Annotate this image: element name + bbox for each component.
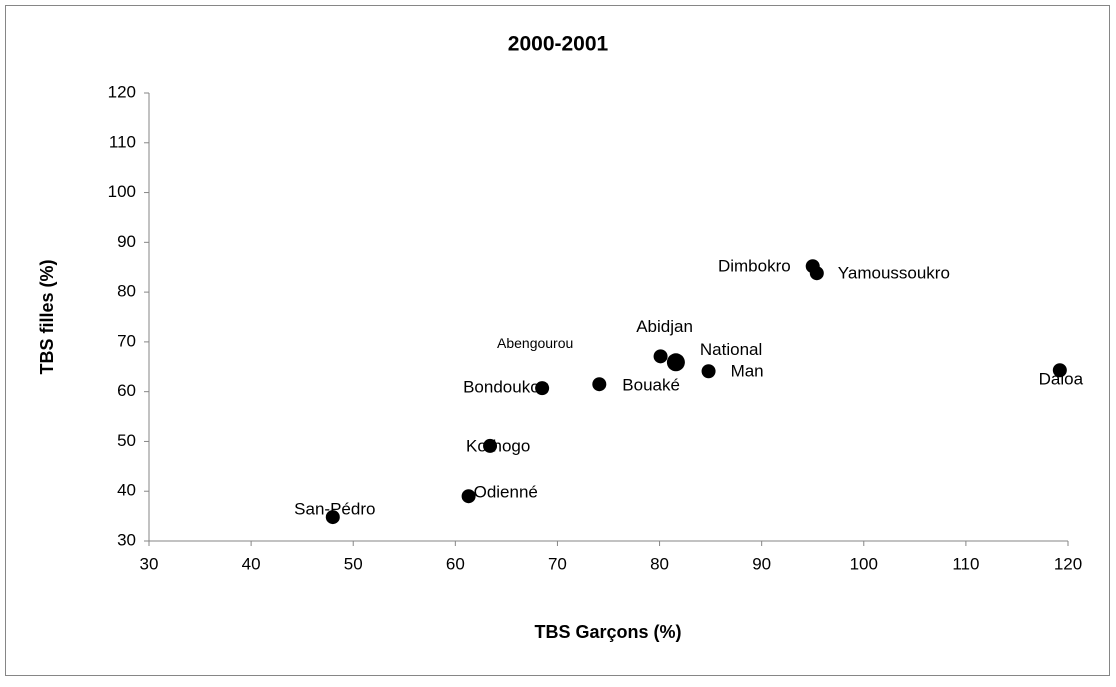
point-label: Abengourou — [497, 335, 573, 351]
point-label: Bondoukou — [463, 378, 549, 397]
x-axis-label: TBS Garçons (%) — [534, 622, 681, 642]
chart-border — [5, 5, 1110, 676]
x-tick-label: 70 — [548, 554, 567, 573]
y-axis-label: TBS filles (%) — [37, 259, 57, 374]
chart-title: 2000-2001 — [508, 33, 609, 56]
y-tick-label: 80 — [117, 282, 136, 301]
point-label: San-Pédro — [294, 500, 375, 519]
y-tick-label: 60 — [117, 381, 136, 400]
point — [701, 364, 716, 379]
point — [461, 489, 476, 504]
y-tick-label: 90 — [117, 232, 136, 251]
x-tick-label: 80 — [650, 554, 669, 573]
point — [325, 510, 340, 525]
point — [1052, 363, 1067, 378]
point — [653, 349, 668, 364]
y-tick-label: 50 — [117, 431, 136, 450]
point — [809, 266, 824, 281]
x-tick-label: 60 — [446, 554, 465, 573]
x-tick-label: 120 — [1054, 554, 1082, 573]
y-tick-label: 30 — [117, 530, 136, 549]
point-label: Man — [731, 362, 764, 381]
x-tick-label: 40 — [242, 554, 261, 573]
x-tick-label: 50 — [344, 554, 363, 573]
point-label: Yamoussoukro — [838, 264, 950, 283]
point-label: Bouaké — [622, 376, 680, 395]
y-tick-label: 40 — [117, 481, 136, 500]
x-tick-label: 30 — [140, 554, 159, 573]
x-tick-label: 100 — [850, 554, 878, 573]
x-tick-label: 110 — [952, 554, 979, 573]
point-label: Korhogo — [466, 436, 530, 455]
y-tick-label: 70 — [117, 331, 136, 350]
point — [592, 377, 607, 392]
point — [666, 353, 685, 372]
y-tick-label: 120 — [108, 82, 136, 101]
point-label: Odienné — [474, 483, 538, 502]
y-tick-label: 110 — [109, 132, 136, 151]
y-tick-label: 100 — [108, 182, 136, 201]
point — [483, 438, 498, 453]
point-label: National — [700, 340, 762, 359]
point-label: Daloa — [1039, 370, 1084, 389]
point — [535, 381, 550, 396]
x-tick-label: 90 — [752, 554, 771, 573]
point-label: Dimbokro — [718, 257, 791, 276]
point-label: Abidjan — [636, 317, 693, 336]
